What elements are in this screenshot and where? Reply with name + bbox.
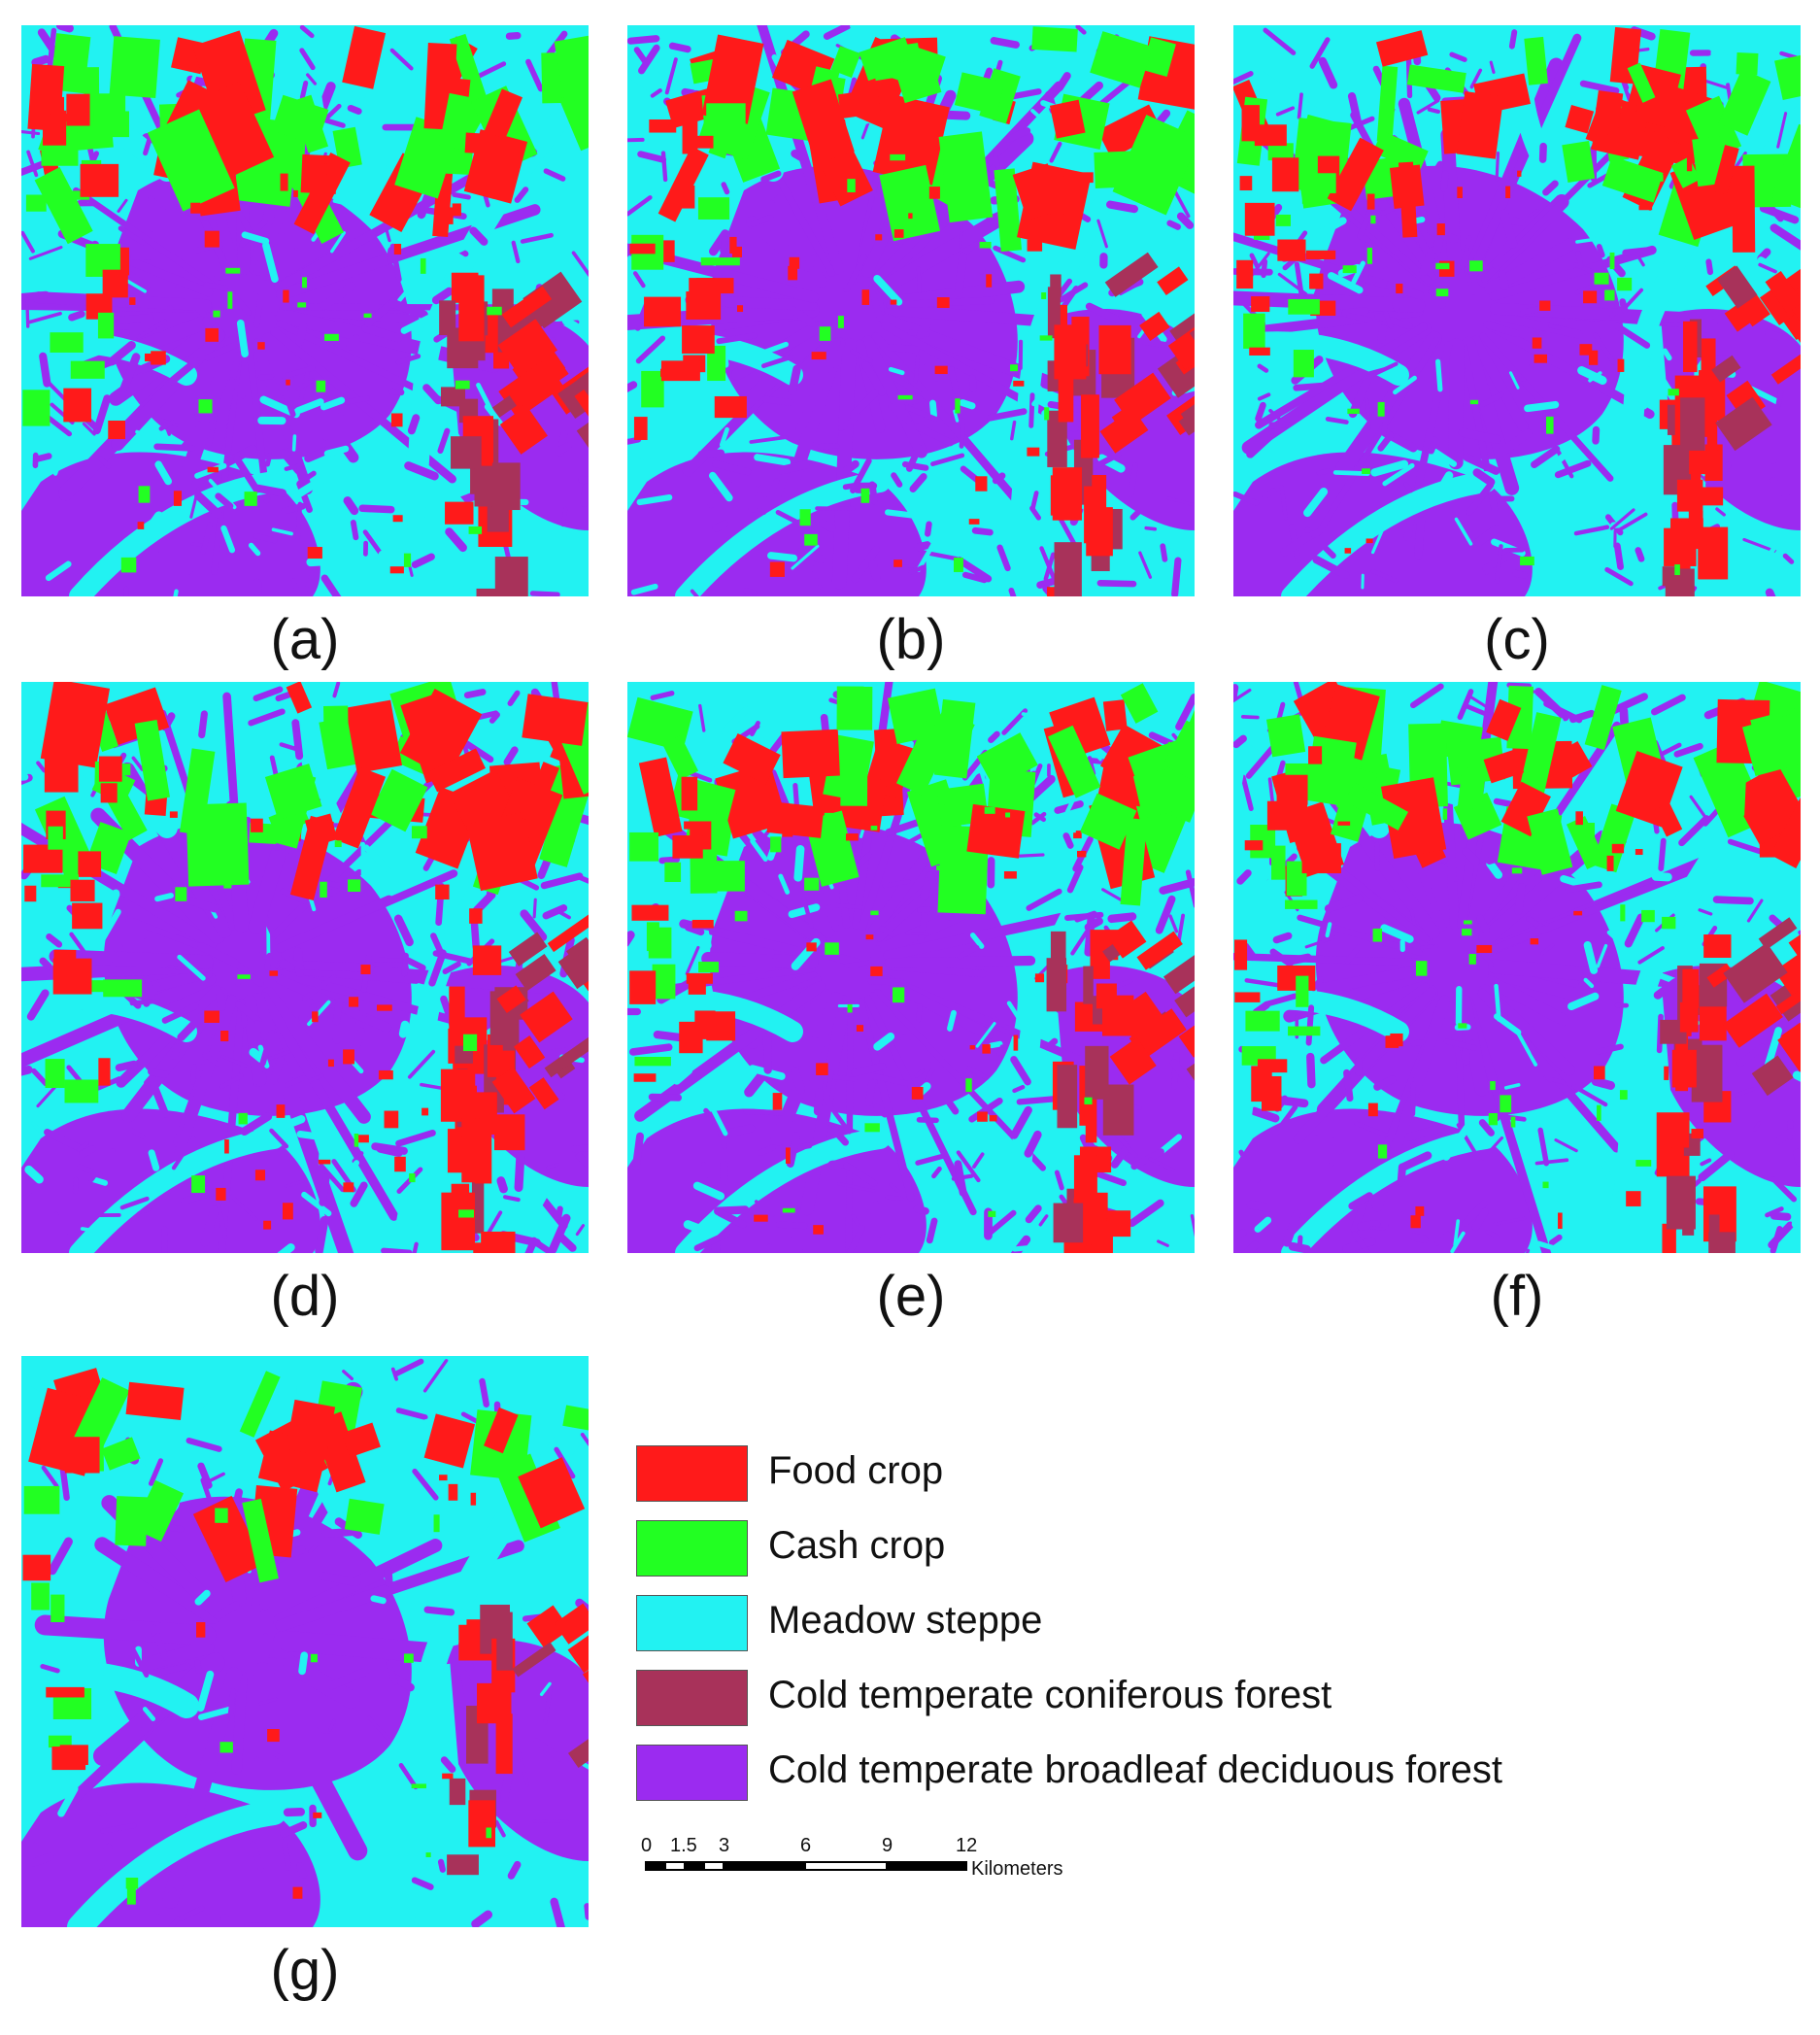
map-panel-c	[1233, 25, 1801, 596]
map-panel-f	[1233, 682, 1801, 1253]
legend-label-food-crop: Food crop	[768, 1449, 944, 1492]
map-panel-g	[21, 1356, 589, 1927]
legend-label-coniferous-forest: Cold temperate coniferous forest	[768, 1674, 1332, 1716]
legend-label-cash-crop: Cash crop	[768, 1524, 946, 1567]
scale-tick-3: 3	[719, 1835, 730, 1856]
panel-label-d: (d)	[270, 1265, 340, 1328]
legend-label-meadow-steppe: Meadow steppe	[768, 1599, 1043, 1642]
legend-swatch-meadow-steppe	[636, 1595, 748, 1651]
map-panel-b	[627, 25, 1195, 596]
map-panel-e	[627, 682, 1195, 1253]
land-cover-map-e	[627, 682, 1195, 1253]
land-cover-map-a	[21, 25, 589, 596]
panel-label-b: (b)	[876, 608, 946, 671]
land-cover-map-b	[627, 25, 1195, 596]
land-cover-map-g	[21, 1356, 589, 1927]
panel-label-e: (e)	[876, 1265, 946, 1328]
legend-swatch-cash-crop	[636, 1520, 748, 1577]
scale-tick-12: 12	[956, 1835, 978, 1856]
land-cover-map-d	[21, 682, 589, 1253]
land-cover-map-f	[1233, 682, 1801, 1253]
panel-label-g: (g)	[270, 1939, 340, 2002]
panel-label-a: (a)	[270, 608, 340, 671]
scale-bar-graphic	[645, 1861, 967, 1871]
scale-tick-6: 6	[800, 1835, 812, 1856]
scale-bar: 0 1.5 3 6 9 12 Kilometers	[641, 1836, 1088, 1894]
scale-tick-9: 9	[882, 1835, 893, 1856]
map-panel-d	[21, 682, 589, 1253]
legend-swatch-coniferous-forest	[636, 1670, 748, 1726]
legend-swatch-broadleaf-forest	[636, 1745, 748, 1801]
legend-item-broadleaf-forest: Cold temperate broadleaf deciduous fores…	[636, 1745, 1607, 1805]
scale-tick-1-5: 1.5	[670, 1835, 697, 1856]
legend-item-coniferous-forest: Cold temperate coniferous forest	[636, 1670, 1607, 1730]
legend-item-meadow-steppe: Meadow steppe	[636, 1595, 1607, 1655]
map-panel-a	[21, 25, 589, 596]
legend-item-food-crop: Food crop	[636, 1445, 1607, 1506]
legend-item-cash-crop: Cash crop	[636, 1520, 1607, 1580]
scale-unit-label: Kilometers	[971, 1858, 1063, 1880]
legend-swatch-food-crop	[636, 1445, 748, 1502]
panel-label-c: (c)	[1484, 608, 1550, 671]
legend-label-broadleaf-forest: Cold temperate broadleaf deciduous fores…	[768, 1748, 1503, 1791]
panel-label-f: (f)	[1490, 1265, 1544, 1328]
scale-tick-0: 0	[641, 1835, 653, 1856]
land-cover-map-c	[1233, 25, 1801, 596]
